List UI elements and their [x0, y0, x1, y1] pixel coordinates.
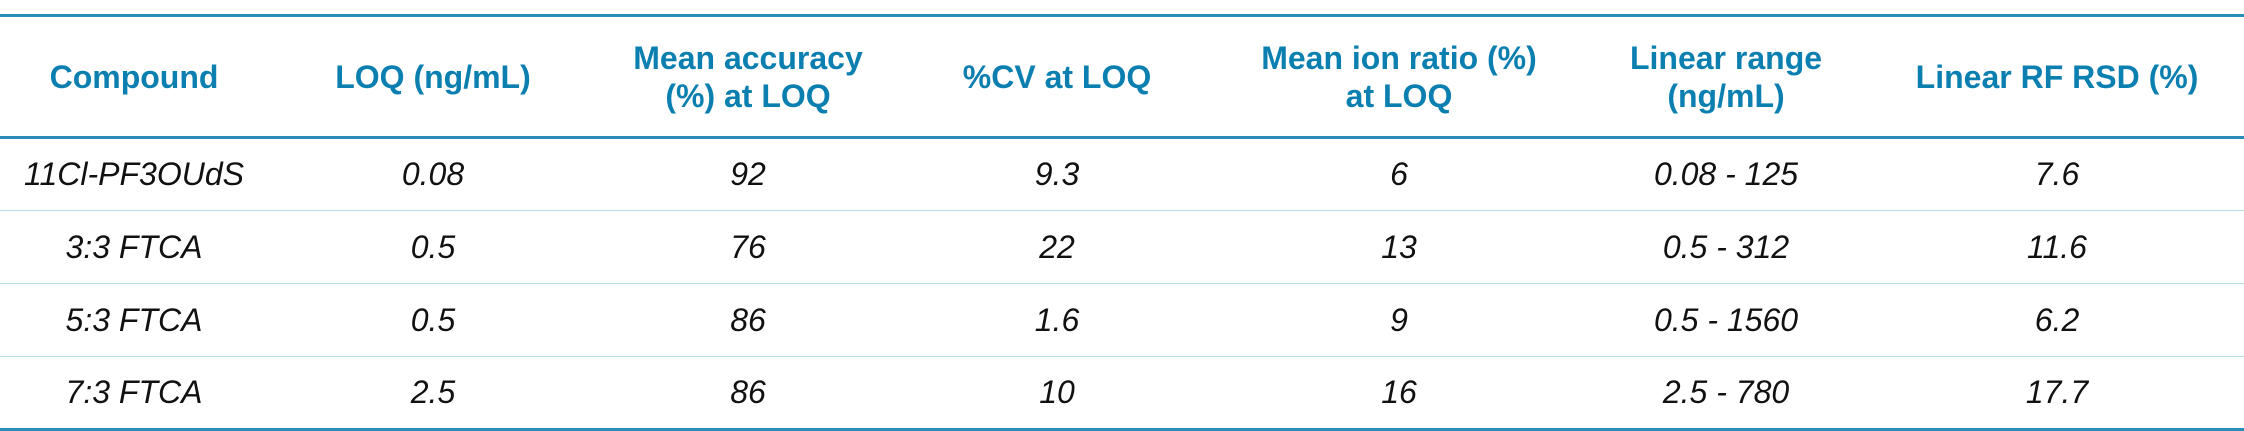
header-mean-ion-ratio: Mean ion ratio (%) at LOQ: [1216, 14, 1582, 139]
header-linear-rf-rsd: Linear RF RSD (%): [1870, 14, 2244, 139]
cell-compound: 5:3 FTCA: [0, 283, 268, 357]
header-mean-accuracy: Mean accuracy (%) at LOQ: [598, 14, 898, 139]
cell-cv: 1.6: [898, 283, 1216, 357]
cell-linear-range: 2.5 - 780: [1582, 356, 1870, 431]
cell-mean-accuracy: 86: [598, 356, 898, 431]
cell-cv: 22: [898, 210, 1216, 284]
results-table: Compound LOQ (ng/mL) Mean accuracy (%) a…: [0, 14, 2244, 431]
table-row: 7:3 FTCA 2.5 86 10 16 2.5 - 780 17.7: [0, 356, 2244, 431]
cell-cv: 10: [898, 356, 1216, 431]
cell-linear-range: 0.5 - 1560: [1582, 283, 1870, 357]
table-row: 5:3 FTCA 0.5 86 1.6 9 0.5 - 1560 6.2: [0, 283, 2244, 357]
table-header: Compound LOQ (ng/mL) Mean accuracy (%) a…: [0, 14, 2244, 139]
cell-mean-accuracy: 92: [598, 137, 898, 211]
cell-ion-ratio: 9: [1216, 283, 1582, 357]
header-row: Compound LOQ (ng/mL) Mean accuracy (%) a…: [0, 14, 2244, 139]
cell-loq: 0.5: [268, 283, 598, 357]
cell-cv: 9.3: [898, 137, 1216, 211]
cell-compound: 11Cl-PF3OUdS: [0, 137, 268, 211]
header-cv-at-loq: %CV at LOQ: [898, 14, 1216, 139]
table-row: 11Cl-PF3OUdS 0.08 92 9.3 6 0.08 - 125 7.…: [0, 137, 2244, 211]
cell-ion-ratio: 16: [1216, 356, 1582, 431]
cell-compound: 3:3 FTCA: [0, 210, 268, 284]
table-row: 3:3 FTCA 0.5 76 22 13 0.5 - 312 11.6: [0, 210, 2244, 284]
cell-mean-accuracy: 76: [598, 210, 898, 284]
header-loq: LOQ (ng/mL): [268, 14, 598, 139]
cell-loq: 2.5: [268, 356, 598, 431]
cell-mean-accuracy: 86: [598, 283, 898, 357]
cell-rf-rsd: 7.6: [1870, 137, 2244, 211]
cell-rf-rsd: 17.7: [1870, 356, 2244, 431]
cell-ion-ratio: 6: [1216, 137, 1582, 211]
cell-loq: 0.5: [268, 210, 598, 284]
cell-ion-ratio: 13: [1216, 210, 1582, 284]
cell-compound: 7:3 FTCA: [0, 356, 268, 431]
table-body: 11Cl-PF3OUdS 0.08 92 9.3 6 0.08 - 125 7.…: [0, 137, 2244, 431]
cell-loq: 0.08: [268, 137, 598, 211]
cell-rf-rsd: 11.6: [1870, 210, 2244, 284]
header-linear-range: Linear range (ng/mL): [1582, 14, 1870, 139]
cell-rf-rsd: 6.2: [1870, 283, 2244, 357]
header-compound: Compound: [0, 14, 268, 139]
cell-linear-range: 0.08 - 125: [1582, 137, 1870, 211]
cell-linear-range: 0.5 - 312: [1582, 210, 1870, 284]
